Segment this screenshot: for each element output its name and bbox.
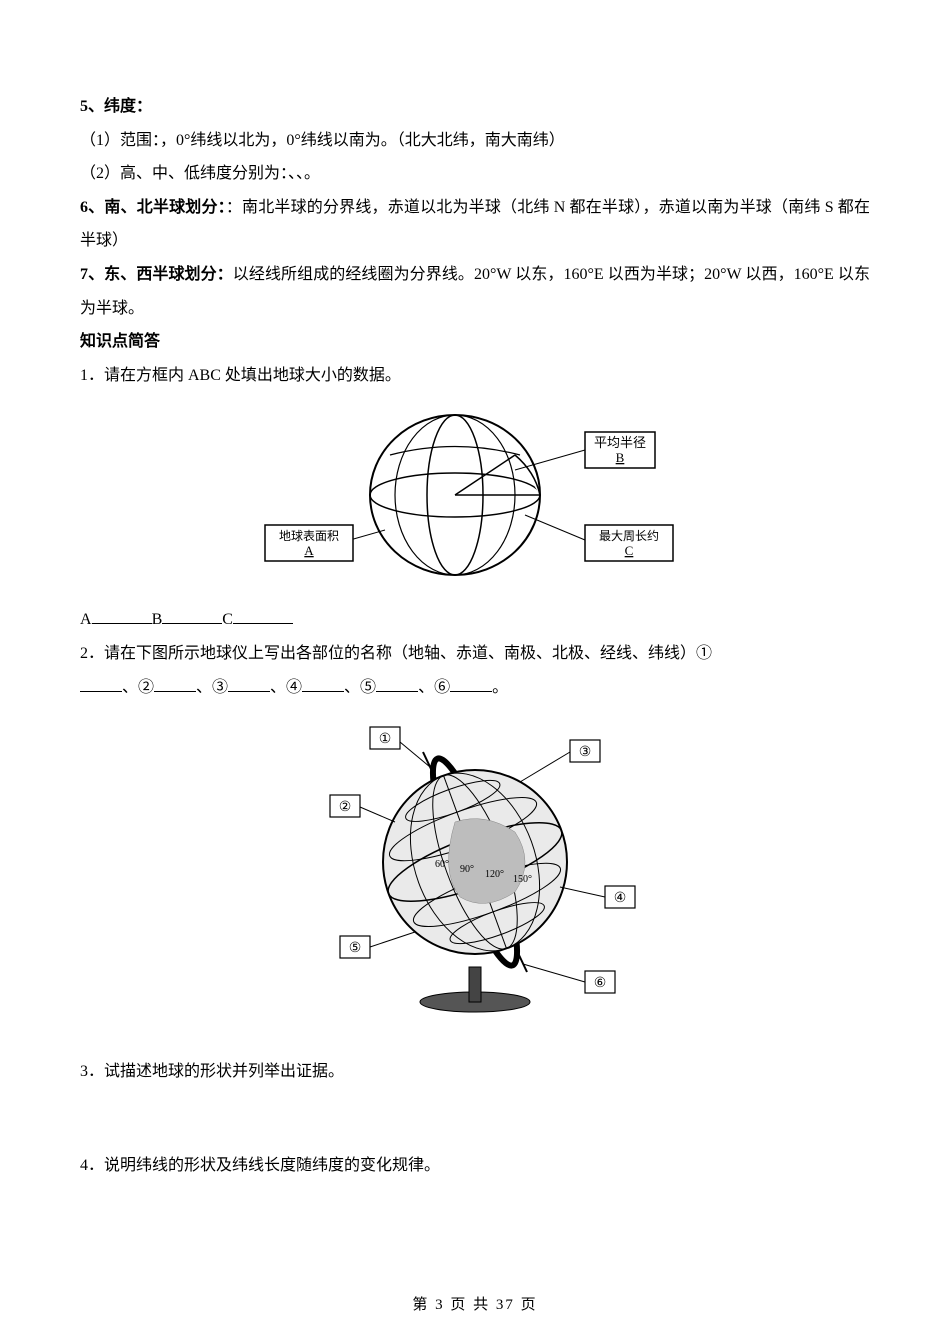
q1-C-label: C [222, 611, 233, 628]
q1-text: 1．请在方框内 ABC 处填出地球大小的数据。 [80, 359, 870, 393]
earth-size-diagram: 平均半径 B 地球表面积 A 最大周长约 C [255, 400, 695, 590]
q2-sep4: 、④ [270, 679, 302, 696]
q2-end: 。 [492, 679, 508, 696]
globe-label-4: ④ [614, 891, 627, 906]
q2-sep5: 、⑤ [344, 679, 376, 696]
section5-line1: （1）范围：，0°纬线以北为，0°纬线以南为。（北大北纬，南大南纬） [80, 124, 870, 158]
section5-heading: 5、纬度： [80, 90, 870, 124]
q1-blank-C[interactable] [233, 607, 293, 624]
globe-label-1: ① [379, 732, 392, 747]
q2-part1: 2．请在下图所示地球仪上写出各部位的名称（地轴、赤道、南极、北极、经线、纬线）① [80, 645, 712, 662]
q4-text: 4．说明纬线的形状及纬线长度随纬度的变化规律。 [80, 1149, 870, 1183]
q1-B-label: B [152, 611, 163, 628]
q2-blank-2[interactable] [154, 675, 196, 692]
q2-sep6: 、⑥ [418, 679, 450, 696]
spacer [80, 1035, 870, 1055]
section5-heading-text: 5、纬度： [80, 98, 152, 115]
globe-label-6: ⑥ [594, 976, 607, 991]
q1-figure: 平均半径 B 地球表面积 A 最大周长约 C [80, 400, 870, 595]
q2-blank-3[interactable] [228, 675, 270, 692]
q2-text-line2: 、② 、③ 、④ 、⑤ 、⑥ 。 [80, 671, 870, 705]
q2-blank-5[interactable] [376, 675, 418, 692]
label-area-bottom: A [304, 543, 314, 558]
q1-A-label: A [80, 611, 92, 628]
spacer [80, 1089, 870, 1149]
label-radius-top: 平均半径 [594, 435, 646, 450]
q2-blank-6[interactable] [450, 675, 492, 692]
q1-answer-line: A B C [80, 603, 870, 637]
globe-parts-diagram: 60° 90° 120° 150° ① ② ③ ④ ⑤ [285, 712, 665, 1022]
section7: 7、东、西半球划分：以经线所组成的经线圈为分界线。20°W 以东，160°E 以… [80, 258, 870, 325]
page-container: 5、纬度： （1）范围：，0°纬线以北为，0°纬线以南为。（北大北纬，南大南纬）… [0, 0, 950, 1344]
q2-sep3: 、③ [196, 679, 228, 696]
label-circ-top: 最大周长约 [599, 528, 659, 543]
label-radius-bottom: B [616, 450, 625, 465]
q1-blank-A[interactable] [92, 607, 152, 624]
section5-line2: （2）高、中、低纬度分别为：、、。 [80, 157, 870, 191]
meridian-90: 90° [460, 864, 474, 875]
q2-sep2: 、② [122, 679, 154, 696]
meridian-150: 150° [513, 874, 532, 885]
globe-label-3: ③ [579, 745, 592, 760]
q2-figure: 60° 90° 120° 150° ① ② ③ ④ ⑤ [80, 712, 870, 1027]
label-area-top: 地球表面积 [279, 529, 339, 543]
section6-heading: 6、南、北半球划分： [80, 199, 226, 216]
section6: 6、南、北半球划分：：南北半球的分界线，赤道以北为半球（北纬 N 都在半球），赤… [80, 191, 870, 258]
q2-text-line1: 2．请在下图所示地球仪上写出各部位的名称（地轴、赤道、南极、北极、经线、纬线）① [80, 637, 870, 671]
globe-label-2: ② [339, 800, 352, 815]
label-circ-bottom: C [625, 543, 634, 558]
section7-heading: 7、东、西半球划分： [80, 266, 233, 283]
q2-blank-4[interactable] [302, 675, 344, 692]
meridian-120: 120° [485, 869, 504, 880]
knowledge-heading: 知识点简答 [80, 325, 870, 359]
q2-blank-1[interactable] [80, 675, 122, 692]
page-footer: 第 3 页 共 37 页 [0, 1293, 950, 1314]
meridian-60: 60° [435, 859, 449, 870]
q1-blank-B[interactable] [162, 607, 222, 624]
q3-text: 3．试描述地球的形状并列举出证据。 [80, 1055, 870, 1089]
globe-label-5: ⑤ [349, 941, 362, 956]
